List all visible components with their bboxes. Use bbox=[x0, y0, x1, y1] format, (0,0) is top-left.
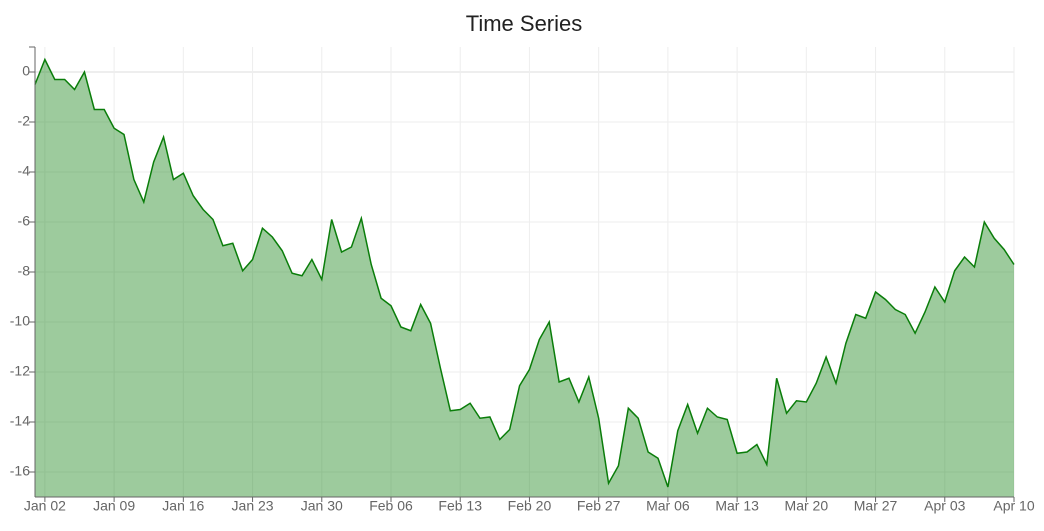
x-tick-label: Jan 16 bbox=[162, 498, 204, 514]
x-tick-label: Jan 02 bbox=[24, 498, 66, 514]
y-tick-label: -12 bbox=[10, 363, 30, 379]
y-tick-label: -10 bbox=[10, 313, 30, 329]
x-tick-label: Feb 13 bbox=[438, 498, 482, 514]
line bbox=[34, 57, 1015, 488]
y-tick-label: -4 bbox=[18, 163, 31, 179]
x-tick-label: Apr 10 bbox=[993, 498, 1034, 514]
x-tick-label: Mar 20 bbox=[785, 498, 829, 514]
x-tick-label: Feb 27 bbox=[577, 498, 621, 514]
y-tick-label: 0 bbox=[22, 63, 30, 79]
y-tick-label: -14 bbox=[10, 413, 30, 429]
x-tick-label: Mar 27 bbox=[854, 498, 898, 514]
y-tick-label: -16 bbox=[10, 463, 30, 479]
x-tick-label: Apr 03 bbox=[924, 498, 965, 514]
chart-title: Time Series bbox=[466, 11, 583, 36]
y-tick-label: -8 bbox=[18, 263, 31, 279]
x-tick-label: Feb 06 bbox=[369, 498, 413, 514]
y-tick-label: -2 bbox=[18, 113, 31, 129]
area bbox=[35, 59, 1014, 497]
x-tick-label: Mar 06 bbox=[646, 498, 690, 514]
x-tick-label: Jan 23 bbox=[232, 498, 274, 514]
x-tick-label: Jan 09 bbox=[93, 498, 135, 514]
x-tick-label: Mar 13 bbox=[715, 498, 759, 514]
x-tick-label: Feb 20 bbox=[508, 498, 552, 514]
x-tick-label: Jan 30 bbox=[301, 498, 343, 514]
y-tick-label: -6 bbox=[18, 213, 31, 229]
